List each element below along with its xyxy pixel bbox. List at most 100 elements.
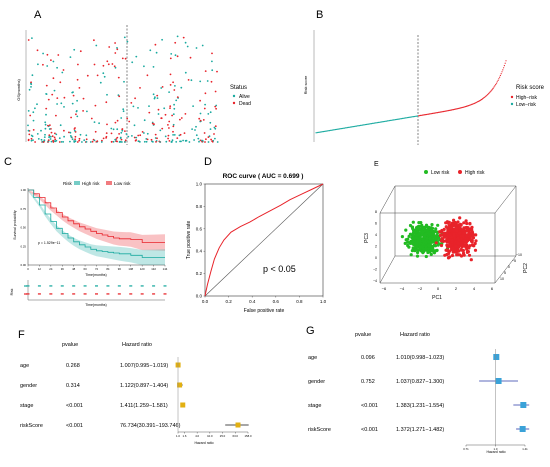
panel-b-point (499, 76, 501, 78)
panel-e-point (457, 245, 461, 249)
panel-a-point (73, 129, 76, 132)
panel-a-point (124, 57, 127, 60)
panel-e-point (454, 250, 458, 254)
panel-e-point (467, 232, 471, 236)
panel-e-point (446, 244, 450, 249)
panel-a-point (139, 87, 141, 89)
panel-a-point (42, 63, 44, 66)
panel-a-point (137, 140, 140, 143)
panel-a-point (122, 110, 125, 113)
panel-a-point (143, 140, 146, 143)
panel-e-point (462, 221, 466, 225)
panel-a-point (176, 137, 179, 140)
panel-a-point (69, 131, 72, 134)
panel-a-point (201, 44, 204, 47)
panel-a-point (90, 117, 93, 120)
panel-e-point (415, 226, 419, 230)
panel-e-point (464, 234, 468, 238)
panel-a-point (163, 107, 166, 110)
panel-b-point (505, 60, 507, 62)
panel-a-point (143, 132, 145, 134)
panel-a-point (47, 98, 50, 101)
panel-a-point (124, 141, 126, 143)
panel-a-point (74, 140, 77, 143)
panel-c-y-tick-label: 0.25 (21, 244, 27, 248)
panel-e-point (414, 233, 418, 237)
panel-a-point (213, 126, 216, 129)
panel-a-point (49, 138, 52, 140)
panel-f-hr-box (180, 402, 186, 408)
panel-e-point (434, 241, 438, 245)
panel-e-legend-high: High risk (465, 170, 485, 176)
panel-e-point (468, 238, 472, 242)
panel-d-plot-frame (204, 183, 324, 297)
panel-e-point (470, 229, 474, 233)
panel-e-point (420, 233, 424, 237)
panel-e-point (406, 243, 410, 248)
panel-e-point (411, 236, 415, 240)
panel-c-risk-cell (95, 293, 98, 295)
panel-a-point (183, 132, 186, 135)
panel-b-point (489, 91, 491, 93)
panel-d-y-tick-label: 0.0 (196, 294, 203, 299)
panel-e-point (451, 246, 455, 250)
panel-c-xlabel: Time(months) (85, 273, 106, 277)
panel-c-x-tick-label: 120 (140, 267, 145, 271)
panel-a-point (44, 133, 46, 136)
panel-a-point (214, 125, 217, 128)
panel-a-point (53, 89, 56, 92)
panel-e-point (470, 225, 474, 229)
panel-a-point (30, 137, 33, 140)
panel-a-point (137, 107, 139, 109)
panel-a-point (56, 97, 59, 99)
panel-f-xlabel: Hazard ratio (194, 441, 213, 445)
panel-a-point (207, 136, 210, 139)
panel-a-point (204, 141, 206, 143)
panel-b-legend-title: Risk score (516, 85, 545, 91)
panel-e-point (408, 223, 413, 228)
panel-e-point (474, 239, 478, 243)
panel-a-point (195, 47, 198, 49)
panel-a-point (180, 117, 183, 119)
panel-a-point (172, 134, 175, 136)
panel-b-point (492, 87, 494, 89)
panel-e-point (418, 245, 422, 249)
panel-label-c: C (4, 156, 12, 168)
panel-a-legend-dot-dead (232, 101, 236, 105)
panel-e-point (434, 227, 438, 231)
panel-a-point (31, 37, 33, 39)
panel-a-point (47, 139, 50, 142)
panel-a-point (216, 141, 219, 143)
panel-b-point (504, 62, 506, 64)
panel-a-point (176, 35, 179, 38)
panel-e-point (424, 247, 428, 251)
panel-a-point (40, 129, 42, 132)
panel-c-legend-low: Low risk (114, 181, 131, 186)
panel-a-point (28, 133, 31, 136)
panel-e-point (424, 223, 429, 227)
panel-a-point (207, 113, 210, 115)
panel-label-g: G (306, 325, 315, 337)
panel-a-point (146, 74, 149, 77)
panel-a-point (86, 110, 88, 113)
panel-a-point (209, 121, 212, 124)
panel-g-row-pvalue: 0.096 (361, 355, 375, 361)
panel-f-row-variable: age (20, 363, 29, 369)
panel-a-point (32, 129, 35, 131)
panel-d-x-tick-label: 0.6 (273, 299, 280, 304)
panel-a-point (133, 136, 136, 139)
panel-b-legend-high: High−risk (516, 95, 537, 101)
panel-e-x-tick-label: 2 (455, 286, 458, 291)
panel-e-point (458, 253, 462, 257)
panel-a-point (96, 140, 99, 143)
panel-a-point (213, 133, 215, 135)
panel-e-point (414, 245, 419, 249)
panel-a-point (45, 113, 47, 116)
panel-a-point (195, 134, 198, 137)
panel-e-point (460, 241, 464, 245)
panel-c-risk-cell (72, 285, 76, 287)
panel-a-point (45, 84, 48, 87)
panel-c-curve (28, 189, 165, 258)
panel-c-risk-cell (129, 293, 133, 295)
panel-c-risk-label: Risk (10, 288, 14, 295)
